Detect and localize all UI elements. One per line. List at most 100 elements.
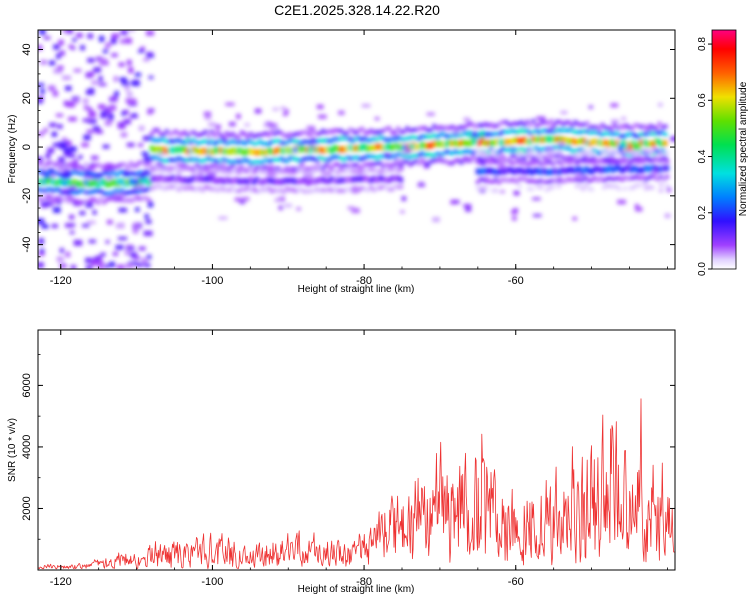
spectrogram-cell <box>206 156 211 161</box>
spectrogram-cell <box>38 252 45 256</box>
spectrogram-cell <box>363 155 368 160</box>
spectrogram-cell <box>544 180 549 184</box>
spectrogram-cell <box>54 187 58 192</box>
spectrogram-cell <box>489 122 494 127</box>
spectrogram-cell <box>480 123 485 128</box>
spectrogram-cell <box>282 133 286 138</box>
spectrogram-cell <box>135 190 140 194</box>
x-tick-label: -120 <box>50 576 72 588</box>
spectrogram-cell <box>60 178 64 185</box>
spectrogram-cell <box>438 152 443 157</box>
spectrogram-cell <box>636 134 641 139</box>
spectrogram-cell <box>591 155 596 160</box>
spectrogram-cell <box>188 130 193 135</box>
spectrogram-cell <box>378 186 383 190</box>
spectrogram-cell <box>456 158 461 163</box>
spectrogram-cell <box>173 167 178 171</box>
spectrogram-cell <box>569 177 573 182</box>
spectrogram-cell <box>81 142 89 147</box>
spectrogram-cell <box>456 150 461 155</box>
spectrogram-cell <box>375 186 380 191</box>
spectrogram-cell <box>306 131 310 136</box>
spectrogram-cell <box>152 175 157 182</box>
spectrogram-cell <box>278 205 283 210</box>
spectrogram-cell <box>348 156 353 161</box>
spectrogram-cell <box>660 156 665 161</box>
spectrogram-cell <box>324 188 328 193</box>
spectrogram-cell <box>87 190 92 195</box>
spectrogram-cell <box>360 126 365 131</box>
spectrogram-cell <box>221 169 226 174</box>
spectrogram-cell <box>584 183 588 188</box>
spectrogram-cell <box>70 265 77 269</box>
spectrogram-cell <box>185 148 190 155</box>
spectrogram-cell <box>354 145 359 152</box>
spectrogram-cell <box>629 166 634 173</box>
spectrogram-cell <box>173 158 178 163</box>
spectrogram-cell <box>617 199 626 205</box>
spectrogram-cell <box>260 141 265 146</box>
spectrogram-cell <box>38 131 44 137</box>
colorbar-tick-label: 0.6 <box>697 93 708 107</box>
spectrogram-cell <box>215 188 220 193</box>
spectrogram-cell <box>167 169 172 174</box>
spectrogram-cell <box>558 153 563 157</box>
spectrogram-cell <box>149 168 154 173</box>
spectrogram-cell <box>212 186 217 191</box>
spectrogram-cell <box>94 179 102 184</box>
spectrogram-cell <box>420 158 425 163</box>
spectrogram-cell <box>173 138 178 143</box>
spectrogram-cell <box>254 189 259 193</box>
spectrogram-cell <box>656 166 661 173</box>
spectrogram-cell <box>52 90 59 97</box>
spectrogram-cell <box>60 172 64 177</box>
spectrogram-cell <box>63 180 67 187</box>
spectrogram-cell <box>665 151 670 156</box>
colorbar-label: Normalized spectral amplitude <box>738 81 749 216</box>
spectrogram-cell <box>147 171 152 176</box>
spectrogram-cell <box>664 213 671 218</box>
spectrogram-cell <box>513 190 520 196</box>
spectrogram-cell <box>63 165 67 170</box>
spectrogram-cell <box>372 154 377 159</box>
spectrogram-cell <box>48 198 58 204</box>
spectrogram-cell <box>161 169 166 174</box>
spectrogram-cell <box>549 119 554 124</box>
spectrogram-cell <box>647 166 652 173</box>
spectrogram-cell <box>475 159 480 164</box>
spectrogram-cell <box>88 71 94 77</box>
spectrogram-cell <box>575 166 579 173</box>
spectrogram-cell <box>182 146 187 152</box>
spectrogram-cell <box>336 188 340 193</box>
spectrogram-cell <box>441 159 446 164</box>
spectrogram-cell <box>60 190 64 195</box>
spectrogram-cell <box>645 141 650 148</box>
spectrogram-cell <box>84 199 89 203</box>
spectrogram-cell <box>215 178 220 184</box>
spectrogram-cell <box>236 170 241 175</box>
spectrogram-cell <box>665 165 670 172</box>
spectrogram-cell <box>345 155 350 160</box>
spectrogram-cell <box>420 151 425 156</box>
spectrogram-cell <box>487 167 492 174</box>
spectrogram-cell <box>456 133 461 138</box>
spectrogram-cell <box>390 130 395 135</box>
spectrogram-cell <box>263 131 268 136</box>
spectrogram-cell <box>657 139 662 146</box>
spectrogram-cell <box>59 263 67 268</box>
spectrogram-y-label: Frequency (Hz) <box>7 115 18 184</box>
spectrogram-cell <box>155 128 160 133</box>
spectrogram-cell <box>615 131 620 136</box>
spectrogram-cell <box>578 166 582 173</box>
spectrogram-cell <box>141 171 146 176</box>
spectrogram-cell <box>114 188 119 193</box>
y-tick-label: 2000 <box>21 496 33 520</box>
spectrogram-cell <box>339 136 343 141</box>
spectrogram-cell <box>102 144 110 149</box>
spectrogram-cell <box>161 133 166 138</box>
spectrogram-cell <box>92 126 100 131</box>
spectrogram-cell <box>78 155 83 160</box>
spectrogram-cell <box>516 122 521 127</box>
spectrogram-cell <box>288 167 292 172</box>
spectrogram-cell <box>251 160 256 165</box>
